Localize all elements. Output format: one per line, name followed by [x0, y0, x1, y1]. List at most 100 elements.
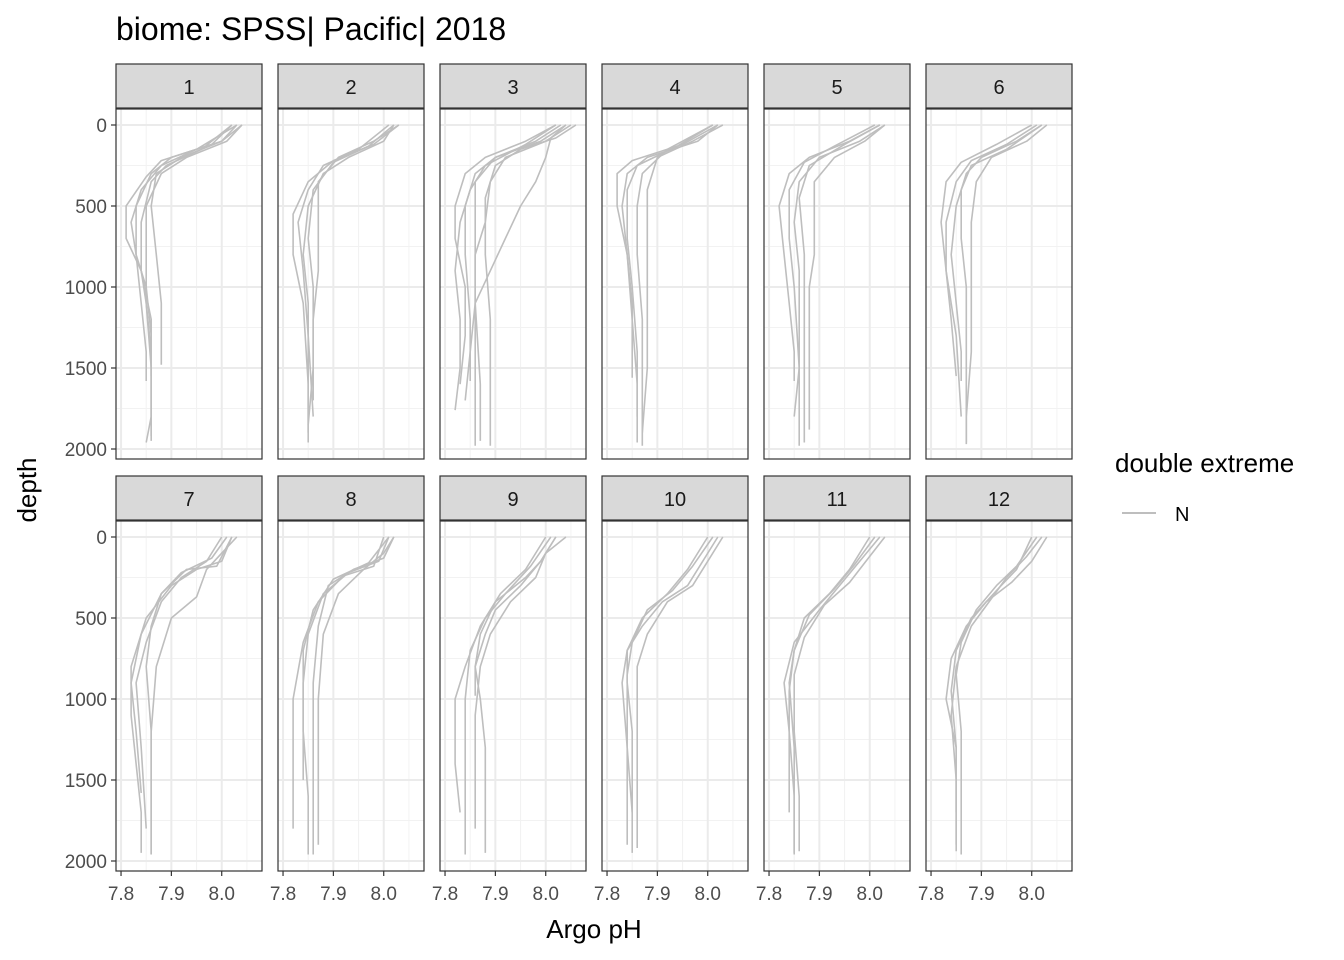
profile-line — [474, 124, 572, 446]
profile-line — [150, 536, 238, 855]
profile-line — [464, 124, 567, 401]
profile-line — [783, 536, 881, 853]
profile-line — [307, 124, 395, 425]
x-tick-label: 7.8 — [432, 884, 458, 905]
profile-line — [950, 124, 1043, 381]
facet-strip-label: 3 — [507, 77, 518, 99]
facet-strip — [601, 63, 749, 109]
facet-strip — [763, 475, 911, 521]
facet-strip-label: 2 — [345, 77, 356, 99]
facet-panel-10: 10 7.8 7.9 8.0 — [594, 475, 749, 905]
panel-border — [115, 520, 263, 872]
x-tick-label: 7.8 — [108, 884, 134, 905]
facet-strip — [439, 475, 587, 521]
x-tick-label: 8.0 — [1019, 884, 1045, 905]
panel-border — [277, 520, 425, 872]
x-tick-label: 7.9 — [644, 884, 670, 905]
facet-panel-1: 1 0 500 1000 1500 2000 — [65, 63, 263, 461]
panel-background — [116, 109, 262, 459]
facet-strip — [763, 63, 911, 109]
profile-line — [636, 536, 724, 848]
profile-line — [793, 536, 886, 852]
profile-line — [808, 124, 886, 430]
y-tick-label: 1000 — [65, 690, 107, 711]
legend: double extreme N — [1115, 448, 1294, 526]
facet-strip-label: 9 — [507, 489, 518, 511]
y-tick-label: 2000 — [65, 852, 107, 873]
profile-line — [788, 124, 876, 417]
x-tick-label: 7.9 — [968, 884, 994, 905]
panel-background — [764, 109, 910, 459]
facet-strip-label: 11 — [827, 489, 848, 511]
profile-line — [454, 536, 547, 813]
profile-line — [778, 124, 881, 381]
facet-panel-12: 12 7.8 7.9 8.0 — [918, 475, 1073, 905]
x-axis-title: Argo pH — [546, 914, 641, 944]
panel-border — [601, 520, 749, 872]
x-tick-label: 7.8 — [756, 884, 782, 905]
y-tick-label: 2000 — [65, 440, 107, 461]
profile-line — [130, 536, 233, 794]
profile-line — [621, 536, 709, 813]
profile-line — [626, 536, 714, 845]
panel-background — [926, 521, 1072, 871]
facet-strip-label: 1 — [183, 77, 194, 99]
facet-strip-label: 5 — [831, 77, 842, 99]
facet-strip — [925, 63, 1073, 109]
profile-line — [454, 124, 557, 411]
x-tick-label: 7.9 — [158, 884, 184, 905]
profile-line — [950, 536, 1033, 813]
panel-border — [439, 520, 587, 872]
x-tick-label: 8.0 — [371, 884, 397, 905]
x-tick-label: 8.0 — [857, 884, 883, 905]
facet-strip-label: 4 — [669, 77, 680, 99]
panel-background — [278, 521, 424, 871]
profile-line — [626, 124, 714, 417]
panel-background — [116, 521, 262, 871]
facet-strip — [925, 475, 1073, 521]
profile-line — [125, 124, 233, 436]
facet-strip-label: 6 — [993, 77, 1004, 99]
profile-line — [940, 124, 1033, 417]
profile-line — [150, 124, 243, 365]
profile-line — [140, 124, 233, 377]
panel-border — [763, 108, 911, 460]
profile-line — [297, 124, 390, 417]
y-tick-label: 1000 — [65, 278, 107, 299]
x-tick-label: 7.9 — [320, 884, 346, 905]
chart-title: biome: SPSS| Pacific| 2018 — [116, 11, 506, 47]
facet-strip — [115, 475, 263, 521]
profile-line — [955, 536, 1038, 855]
panel-border — [925, 520, 1073, 872]
facet-panel-9: 9 7.8 7.9 8.0 — [432, 475, 587, 905]
panel-background — [278, 109, 424, 459]
panel-background — [440, 109, 586, 459]
x-tick-label: 7.8 — [918, 884, 944, 905]
profile-line — [641, 124, 724, 433]
panel-background — [926, 109, 1072, 459]
x-tick-label: 8.0 — [209, 884, 235, 905]
profile-line — [474, 536, 557, 853]
x-tick-label: 7.9 — [482, 884, 508, 905]
panel-border — [925, 108, 1073, 460]
panel-background — [602, 521, 748, 871]
profile-line — [965, 124, 1048, 445]
profile-line — [474, 536, 567, 829]
profile-line — [798, 124, 881, 443]
facet-panel-5: 5 — [763, 63, 911, 460]
profile-line — [464, 536, 552, 855]
panel-background — [602, 109, 748, 459]
profile-line — [454, 124, 557, 385]
facet-strip — [115, 63, 263, 109]
x-tick-label: 7.8 — [594, 884, 620, 905]
profile-line — [135, 536, 223, 829]
facet-panel-4: 4 — [601, 63, 749, 460]
panel-border — [439, 108, 587, 460]
facet-strip-label: 7 — [183, 489, 194, 511]
panel-border — [601, 108, 749, 460]
facet-strip — [439, 63, 587, 109]
facet-panel-2: 2 — [277, 63, 425, 460]
